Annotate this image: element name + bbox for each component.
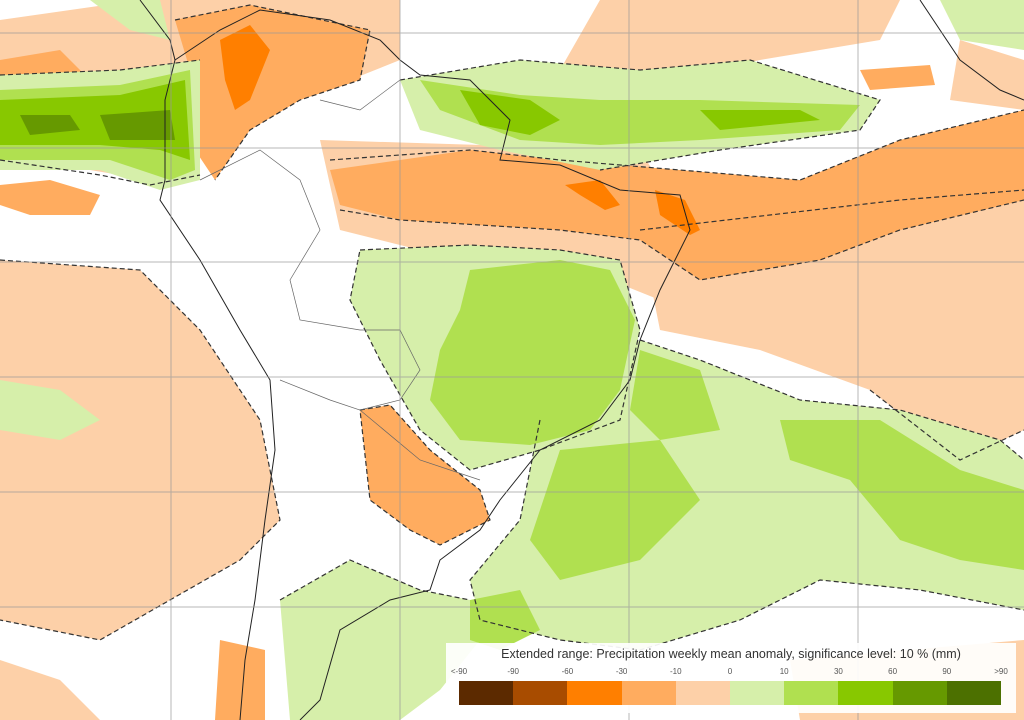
legend-swatch bbox=[675, 681, 731, 705]
legend-swatch bbox=[892, 681, 947, 705]
legend-title: Extended range: Precipitation weekly mea… bbox=[501, 647, 961, 661]
country-borders bbox=[199, 79, 481, 481]
legend-tick-label: 30 bbox=[833, 667, 843, 676]
legend-colorbar bbox=[459, 681, 1002, 705]
legend-tick-label: -10 bbox=[670, 667, 682, 676]
coastline-borders bbox=[139, 0, 1024, 720]
legend-tick-label: -60 bbox=[561, 667, 574, 676]
legend-swatch bbox=[838, 681, 893, 705]
legend-swatch bbox=[784, 681, 839, 705]
legend-swatch bbox=[459, 681, 514, 705]
legend-tick-label: -30 bbox=[615, 667, 628, 676]
color-legend: Extended range: Precipitation weekly mea… bbox=[446, 643, 1016, 713]
legend-tick-label: <-90 bbox=[450, 667, 468, 676]
legend-swatch bbox=[621, 681, 676, 705]
legend-tick-label: -90 bbox=[507, 667, 519, 676]
legend-tick-label: 60 bbox=[888, 667, 898, 676]
legend-tick-label: 0 bbox=[727, 667, 733, 676]
legend-tick-label: >90 bbox=[994, 667, 1008, 676]
legend-tick-label: 10 bbox=[779, 667, 789, 676]
legend-swatch bbox=[730, 681, 785, 705]
legend-tick-label: 90 bbox=[942, 667, 952, 676]
legend-ticks: <-90 -90 -60 -30 -10 0 10 30 60 90 >90 bbox=[450, 667, 1008, 679]
legend-swatch bbox=[567, 681, 622, 705]
legend-swatch bbox=[513, 681, 568, 705]
legend-swatch bbox=[946, 681, 1002, 705]
